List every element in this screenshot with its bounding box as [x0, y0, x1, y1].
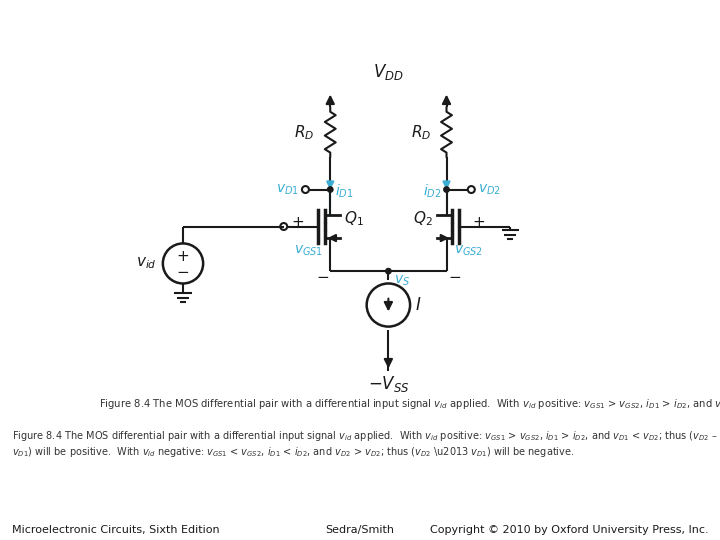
Text: $-$: $-$ [176, 263, 189, 278]
Text: $+$: $+$ [291, 215, 305, 230]
Text: Copyright © 2010 by Oxford University Press, Inc.: Copyright © 2010 by Oxford University Pr… [430, 524, 708, 535]
Text: $+$: $+$ [472, 215, 485, 230]
Text: $i_{D2}$: $i_{D2}$ [423, 183, 442, 200]
Text: $v_{D2}$: $v_{D2}$ [477, 183, 500, 197]
Circle shape [444, 187, 449, 192]
Text: $v_{GS1}$: $v_{GS1}$ [294, 244, 323, 258]
Text: $Q_2$: $Q_2$ [413, 210, 433, 228]
Text: $+$: $+$ [176, 249, 189, 264]
Text: Sedra/Smith: Sedra/Smith [325, 524, 395, 535]
Text: $i_{D1}$: $i_{D1}$ [335, 183, 354, 200]
Text: $V_{DD}$: $V_{DD}$ [373, 62, 404, 82]
Text: $Q_1$: $Q_1$ [344, 210, 364, 228]
Text: $v_S$: $v_S$ [394, 273, 410, 288]
Text: $v_{D1}$: $v_{D1}$ [276, 183, 300, 197]
Text: $I$: $I$ [415, 296, 421, 314]
Text: $R_D$: $R_D$ [410, 123, 431, 141]
Circle shape [328, 187, 333, 192]
Text: $R_D$: $R_D$ [294, 123, 315, 141]
Text: Microelectronic Circuits, Sixth Edition: Microelectronic Circuits, Sixth Edition [12, 524, 219, 535]
Text: $-V_{SS}$: $-V_{SS}$ [367, 374, 409, 394]
Circle shape [386, 268, 391, 274]
Text: $-$: $-$ [316, 267, 329, 282]
Text: $-$: $-$ [448, 267, 461, 282]
Text: $v_{GS2}$: $v_{GS2}$ [454, 244, 483, 258]
Text: Figure 8.4 The MOS differential pair with a differential input signal $v_{id}$ a: Figure 8.4 The MOS differential pair wit… [99, 397, 720, 411]
Text: $v_{id}$: $v_{id}$ [136, 255, 157, 271]
Text: Figure 8.4 The MOS differential pair with a differential input signal $v_{id}$ a: Figure 8.4 The MOS differential pair wit… [12, 429, 717, 460]
